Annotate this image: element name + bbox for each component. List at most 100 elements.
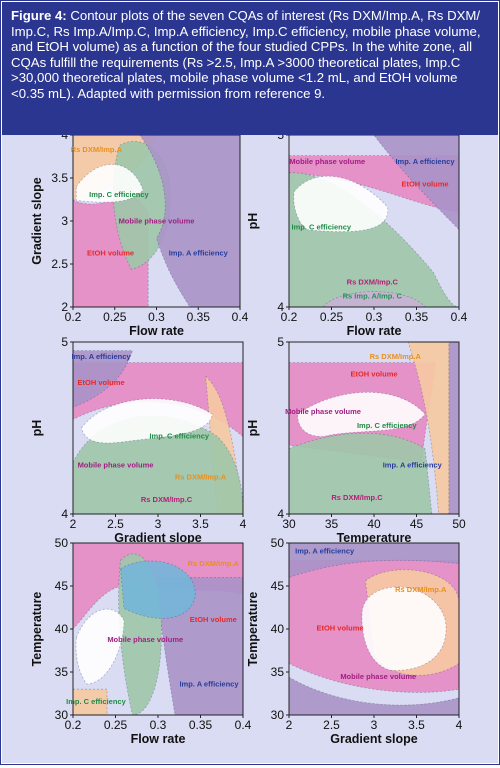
region-p5-4 bbox=[120, 560, 196, 619]
ytick-label: 3.5 bbox=[51, 171, 68, 185]
xtick-label: 35 bbox=[325, 517, 339, 531]
chart-p1: 0.2 0.25 0.3 0.35 0.4 2 2.5 3 3.5 4 Flow rate Gradi… bbox=[30, 128, 249, 338]
contour-label: EtOH volume bbox=[350, 369, 397, 378]
ytick-label: 4 bbox=[277, 507, 284, 521]
x-axis-label: Flow rate bbox=[131, 732, 186, 746]
xtick-label: 0.35 bbox=[189, 718, 213, 732]
y-axis-label: Temperature bbox=[30, 592, 44, 667]
caption-label: Figure 4: bbox=[11, 8, 67, 23]
contour-label: EtOH volume bbox=[401, 180, 448, 189]
ytick-label: 2 bbox=[61, 300, 68, 314]
xtick-label: 2.5 bbox=[323, 718, 340, 732]
xtick-label: 0.3 bbox=[150, 718, 167, 732]
xtick-label: 0.35 bbox=[187, 310, 211, 324]
region-p4-5 bbox=[297, 392, 426, 438]
x-axis-label: Gradient slope bbox=[330, 732, 418, 746]
region-p5-6 bbox=[72, 688, 108, 716]
xtick-label: 0.25 bbox=[103, 310, 127, 324]
xtick-label: 4 bbox=[240, 517, 247, 531]
contour-label: Imp. A efficiency bbox=[179, 680, 239, 689]
contour-label: Rs DXM/Imp.C bbox=[141, 495, 193, 504]
xtick-label: 0.4 bbox=[235, 718, 252, 732]
ytick-label: 30 bbox=[55, 708, 69, 722]
contour-label: Rs DXM/Imp.C bbox=[331, 493, 383, 502]
ytick-label: 45 bbox=[271, 579, 285, 593]
contour-label: Mobile phase volume bbox=[119, 217, 195, 226]
ytick-label: 4 bbox=[61, 507, 68, 521]
y-axis-label: pH bbox=[30, 420, 44, 437]
contour-label: Rs DXM/Imp.A bbox=[175, 473, 227, 482]
x-axis-label: Gradient slope bbox=[114, 531, 202, 545]
ytick-label: 5 bbox=[277, 135, 284, 142]
xtick-label: 0.2 bbox=[65, 310, 82, 324]
ytick-label: 40 bbox=[55, 622, 69, 636]
contour-label: Imp. A efficiency bbox=[295, 546, 355, 555]
region-p4-2 bbox=[407, 341, 451, 515]
chart-p2: 0.2 0.25 0.3 0.35 0.4 4 5 Flow rate pH Mobile pha… bbox=[246, 128, 468, 338]
contour-label: EtOH volume bbox=[190, 615, 237, 624]
contour-label: Rs DXM/Imp.A bbox=[370, 352, 422, 361]
region-p1-4 bbox=[139, 134, 241, 308]
xtick-label: 3 bbox=[371, 718, 378, 732]
chart-p3: 2 2.5 3 3.5 4 4 5 Gradient slope pH Imp. A effici… bbox=[30, 335, 247, 545]
region-p6-5 bbox=[288, 676, 460, 716]
y-axis-label: pH bbox=[246, 420, 260, 437]
region-p4-4 bbox=[288, 432, 433, 515]
region-p6-2 bbox=[288, 542, 460, 578]
chart-p5: 0.2 0.25 0.3 0.35 0.4 30 35 40 45 50 Flow rate Temp… bbox=[30, 536, 252, 746]
ytick-label: 2.5 bbox=[51, 257, 68, 271]
contour-label: Imp. A efficiency bbox=[395, 157, 455, 166]
ytick-label: 35 bbox=[55, 665, 69, 679]
y-axis-label: pH bbox=[246, 213, 260, 230]
x-axis-label: Flow rate bbox=[347, 324, 402, 338]
xtick-label: 0.25 bbox=[104, 718, 128, 732]
ytick-label: 50 bbox=[271, 536, 285, 550]
contour-label: Mobile phase volume bbox=[107, 635, 183, 644]
region-p6-4 bbox=[361, 586, 447, 671]
xtick-label: 0.35 bbox=[405, 310, 429, 324]
xtick-label: 0.2 bbox=[281, 310, 298, 324]
contour-label: Mobile phase volume bbox=[78, 461, 154, 470]
region-p1-5 bbox=[75, 164, 144, 203]
contour-label: EtOH volume bbox=[316, 624, 363, 633]
figure-caption: Figure 4: Contour plots of the seven CQA… bbox=[2, 2, 498, 135]
x-axis-label: Flow rate bbox=[129, 324, 184, 338]
xtick-label: 0.2 bbox=[65, 718, 82, 732]
xtick-label: 3.5 bbox=[408, 718, 425, 732]
region-p2-2 bbox=[373, 134, 460, 231]
contour-label: Imp. A efficiency bbox=[72, 352, 132, 361]
contour-label: Imp. A efficiency bbox=[169, 248, 229, 257]
xtick-label: 50 bbox=[452, 517, 466, 531]
x-axis-label: Temperature bbox=[337, 531, 412, 545]
xtick-label: 4 bbox=[456, 718, 463, 732]
xtick-label: 3.5 bbox=[192, 517, 209, 531]
contour-label: Imp. C efficiency bbox=[357, 421, 417, 430]
contour-label: Imp. A efficiency bbox=[383, 461, 443, 470]
contour-label: Imp. C efficiency bbox=[66, 697, 126, 706]
contour-label: Rs DXM/Imp.A bbox=[395, 585, 447, 594]
xtick-label: 2 bbox=[70, 517, 77, 531]
region-p3-5 bbox=[72, 350, 134, 408]
ytick-label: 4 bbox=[61, 135, 68, 142]
ytick-label: 35 bbox=[271, 665, 285, 679]
region-p2-5 bbox=[322, 291, 426, 308]
ytick-label: 30 bbox=[271, 708, 285, 722]
contour-label: Mobile phase volume bbox=[285, 407, 361, 416]
xtick-label: 2.5 bbox=[107, 517, 124, 531]
xtick-label: 0.3 bbox=[148, 310, 165, 324]
contour-label: Mobile phase volume bbox=[340, 672, 416, 681]
xtick-label: 0.4 bbox=[232, 310, 249, 324]
plot-grid: 0.2 0.25 0.3 0.35 0.4 2 2.5 3 3.5 4 Flow rate Gradi… bbox=[2, 128, 498, 763]
ytick-label: 5 bbox=[61, 335, 68, 349]
ytick-label: 50 bbox=[55, 536, 69, 550]
region-p4-3 bbox=[448, 341, 460, 515]
contour-label: Rs DXM/Imp.C bbox=[347, 278, 399, 287]
ytick-label: 3 bbox=[61, 214, 68, 228]
contour-label: Mobile phase volume bbox=[289, 157, 365, 166]
contour-label: Imp. C efficiency bbox=[149, 431, 209, 440]
xtick-label: 2 bbox=[286, 718, 293, 732]
contour-label: Rs Imp. A/Imp. C bbox=[343, 291, 403, 300]
